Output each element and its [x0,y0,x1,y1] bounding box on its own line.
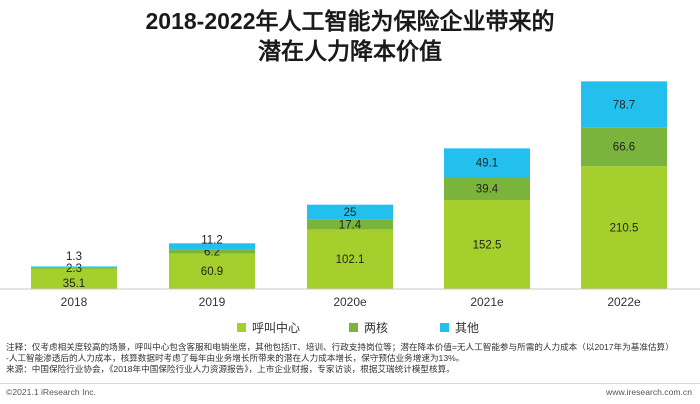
bar-2021e-series-0 [444,200,530,289]
bar-2020e-series-0 [307,229,393,289]
bar-2021e-series-1 [444,177,530,201]
notes: 注释：仅考虑相关度较高的场景，呼叫中心包含客服和电销坐席，其他包括IT、培训、行… [6,342,696,376]
bar-2019-series-2 [169,243,255,250]
note-line: 注释：仅考虑相关度较高的场景，呼叫中心包含客服和电销坐席，其他包括IT、培训、行… [6,342,674,352]
copyright: ©2021.1 iResearch Inc. [6,387,96,397]
legend-swatch-0 [237,323,246,332]
legend-label-2: 其他 [455,321,479,335]
bar-2021e-series-2 [444,148,530,178]
chart-title: 2018-2022年人工智能为保险企业带来的 潜在人力降本价值 [0,6,700,66]
bar-2018-series-2 [31,266,117,268]
legend-label-0: 呼叫中心 [252,320,300,335]
data-label-2020e-series-1: 17.4 [339,219,362,231]
x-tick-label-2018: 2018 [61,295,88,309]
chart-title-line-2: 潜在人力降本价值 [258,38,442,64]
bar-2019-series-1 [169,249,255,254]
data-label-2022e-series-1: 66.6 [613,142,635,154]
source-line: 来源：中国保险行业协会，《2018年中国保险行业人力资源报告》，上市企业财报，专… [6,364,455,375]
bar-2022e-series-0 [581,166,667,289]
legend-swatch-2 [440,323,449,332]
bar-2018-series-0 [31,268,117,289]
data-label-2019-series-0: 60.9 [201,266,223,278]
stacked-bar-chart: 35.12.31.360.96.211.2102.117.425152.539.… [0,81,700,335]
chart-title-line-1: 2018-2022年人工智能为保险企业带来的 [145,8,555,34]
bar-2019-series-0 [169,253,255,289]
x-tick-label-2020e: 2020e [333,295,367,309]
bar-2020e-series-1 [307,219,393,230]
data-label-2018-series-1: 2.3 [66,263,82,275]
data-label-2019-series-2: 11.2 [201,235,223,247]
data-label-2021e-series-2: 49.1 [476,158,498,170]
bar-2020e-series-2 [307,204,393,220]
x-tick-label-2021e: 2021e [470,295,504,309]
data-label-2018-series-2: 1.3 [66,251,82,263]
data-label-2021e-series-1: 39.4 [476,184,499,196]
data-label-2022e-series-2: 78.7 [613,99,635,111]
bar-2018-series-1 [31,267,117,269]
bar-2022e-series-2 [581,81,667,128]
x-tick-label-2022e: 2022e [607,295,641,309]
x-tick-label-2019: 2019 [199,295,226,309]
data-label-2020e-series-0: 102.1 [336,254,365,266]
website: www.iresearch.com.cn [606,387,692,397]
legend-label-1: 两核 [364,321,388,335]
data-label-2022e-series-0: 210.5 [610,223,639,235]
data-label-2018-series-0: 35.1 [63,278,85,290]
legend-swatch-1 [349,323,358,332]
note-line: -人工智能渗透后的人力成本，核算数据时考虑了每年由业务增长所带来的潜在人力成本增… [6,353,465,364]
data-label-2020e-series-2: 25 [344,207,357,219]
footer-divider [0,383,700,384]
data-label-2021e-series-0: 152.5 [473,240,502,252]
bar-2022e-series-1 [581,127,667,167]
